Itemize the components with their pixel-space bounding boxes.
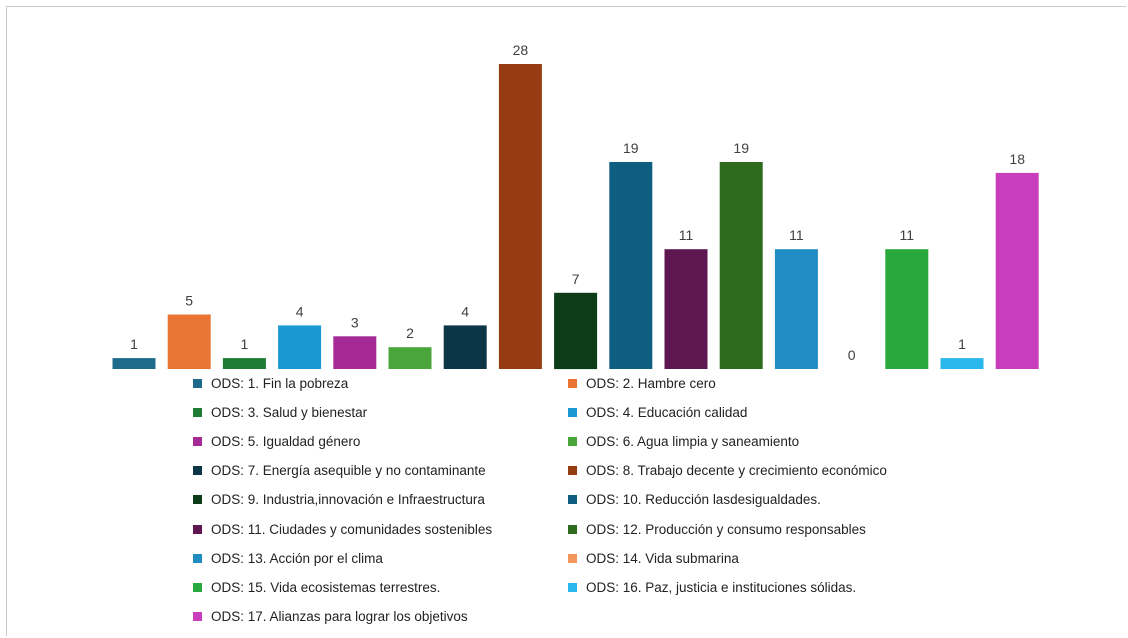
data-label-9: 7 (572, 271, 580, 287)
data-label-5: 3 (351, 314, 359, 330)
bar-13 (774, 249, 818, 369)
bar-7 (443, 325, 487, 369)
legend-item-8: ODS: 8. Trabajo decente y crecimiento ec… (568, 461, 887, 481)
bar-10 (609, 162, 653, 369)
data-label-1: 1 (130, 336, 138, 352)
legend-item-14: ODS: 14. Vida submarina (568, 548, 739, 568)
data-label-17: 18 (1009, 151, 1025, 167)
legend-label: ODS: 1. Fin la pobreza (211, 375, 349, 391)
legend-item-2: ODS: 2. Hambre cero (568, 373, 716, 393)
data-label-3: 1 (241, 336, 249, 352)
bar-9 (554, 292, 598, 370)
legend-label: ODS: 3. Salud y bienestar (211, 404, 368, 420)
bar-15 (885, 249, 929, 369)
bar-17 (995, 172, 1039, 369)
legend-swatch (568, 466, 577, 476)
legend-item-7: ODS: 7. Energía asequible y no contamina… (193, 461, 486, 481)
legend-swatch (193, 582, 202, 592)
legend-swatch (193, 524, 202, 534)
legend-swatch (193, 553, 202, 563)
legend-swatch (568, 407, 577, 417)
legend-swatch (193, 466, 202, 476)
legend-item-6: ODS: 6. Agua limpia y saneamiento (568, 431, 799, 451)
legend-swatch (568, 524, 577, 534)
legend-label: ODS: 11. Ciudades y comunidades sostenib… (211, 521, 493, 537)
legend-swatch (568, 553, 577, 563)
bar-16 (940, 358, 984, 369)
data-label-2: 5 (185, 293, 193, 309)
bar-3 (222, 358, 266, 369)
legend-item-17: ODS: 17. Alianzas para lograr los objeti… (193, 607, 468, 627)
legend-item-4: ODS: 4. Educación calidad (568, 402, 747, 422)
bar-11 (664, 249, 708, 369)
data-label-16: 1 (958, 336, 966, 352)
legend-label: ODS: 10. Reducción lasdesigualdades. (586, 492, 821, 508)
legend-item-1: ODS: 1. Fin la pobreza (193, 373, 348, 393)
data-label-12: 19 (733, 140, 749, 156)
legend-swatch (193, 407, 202, 417)
legend-swatch (568, 378, 577, 388)
legend-swatch (568, 582, 577, 592)
legend-item-10: ODS: 10. Reducción lasdesigualdades. (568, 490, 821, 510)
legend-label: ODS: 2. Hambre cero (586, 375, 716, 391)
legend-label: ODS: 8. Trabajo decente y crecimiento ec… (586, 463, 887, 479)
data-label-13: 11 (789, 227, 804, 243)
bar-2 (167, 314, 211, 369)
data-label-14: 0 (848, 347, 856, 363)
legend-label: ODS: 5. Igualdad género (211, 433, 361, 449)
legend-label: ODS: 13. Acción por el clima (211, 550, 383, 566)
legend-label: ODS: 16. Paz, justicia e instituciones s… (586, 579, 857, 595)
bar-8 (498, 64, 542, 369)
bar-4 (278, 325, 322, 369)
data-label-15: 11 (900, 227, 915, 243)
legend-item-16: ODS: 16. Paz, justicia e instituciones s… (568, 577, 856, 597)
legend-item-12: ODS: 12. Producción y consumo responsabl… (568, 519, 866, 539)
bar-6 (388, 347, 432, 369)
legend-item-3: ODS: 3. Salud y bienestar (193, 402, 367, 422)
legend-item-15: ODS: 15. Vida ecosistemas terrestres. (193, 577, 440, 597)
data-label-7: 4 (461, 303, 469, 319)
legend-item-9: ODS: 9. Industria,innovación e Infraestr… (193, 490, 485, 510)
data-label-8: 28 (513, 42, 529, 58)
legend-label: ODS: 6. Agua limpia y saneamiento (586, 433, 800, 449)
legend-label: ODS: 4. Educación calidad (586, 404, 748, 420)
data-label-11: 11 (679, 227, 694, 243)
legend-item-11: ODS: 11. Ciudades y comunidades sostenib… (193, 519, 492, 539)
legend-swatch (193, 612, 202, 622)
chart-frame (6, 6, 1126, 636)
bar-1 (112, 358, 156, 369)
data-label-6: 2 (406, 325, 414, 341)
legend-label: ODS: 17. Alianzas para lograr los objeti… (211, 609, 468, 625)
legend-label: ODS: 14. Vida submarina (586, 550, 739, 566)
legend-swatch (193, 378, 202, 388)
data-label-4: 4 (296, 303, 304, 319)
bar-12 (719, 162, 763, 369)
legend-swatch (193, 495, 202, 505)
legend-label: ODS: 12. Producción y consumo responsabl… (586, 521, 866, 537)
bar-5 (333, 336, 377, 369)
legend-label: ODS: 7. Energía asequible y no contamina… (211, 463, 486, 479)
legend-label: ODS: 15. Vida ecosistemas terrestres. (211, 579, 441, 595)
legend-swatch (193, 436, 202, 446)
legend-item-5: ODS: 5. Igualdad género (193, 431, 360, 451)
legend-label: ODS: 9. Industria,innovación e Infraestr… (211, 492, 485, 508)
data-label-10: 19 (623, 140, 639, 156)
legend-swatch (568, 495, 577, 505)
legend-swatch (568, 436, 577, 446)
legend-item-13: ODS: 13. Acción por el clima (193, 548, 383, 568)
